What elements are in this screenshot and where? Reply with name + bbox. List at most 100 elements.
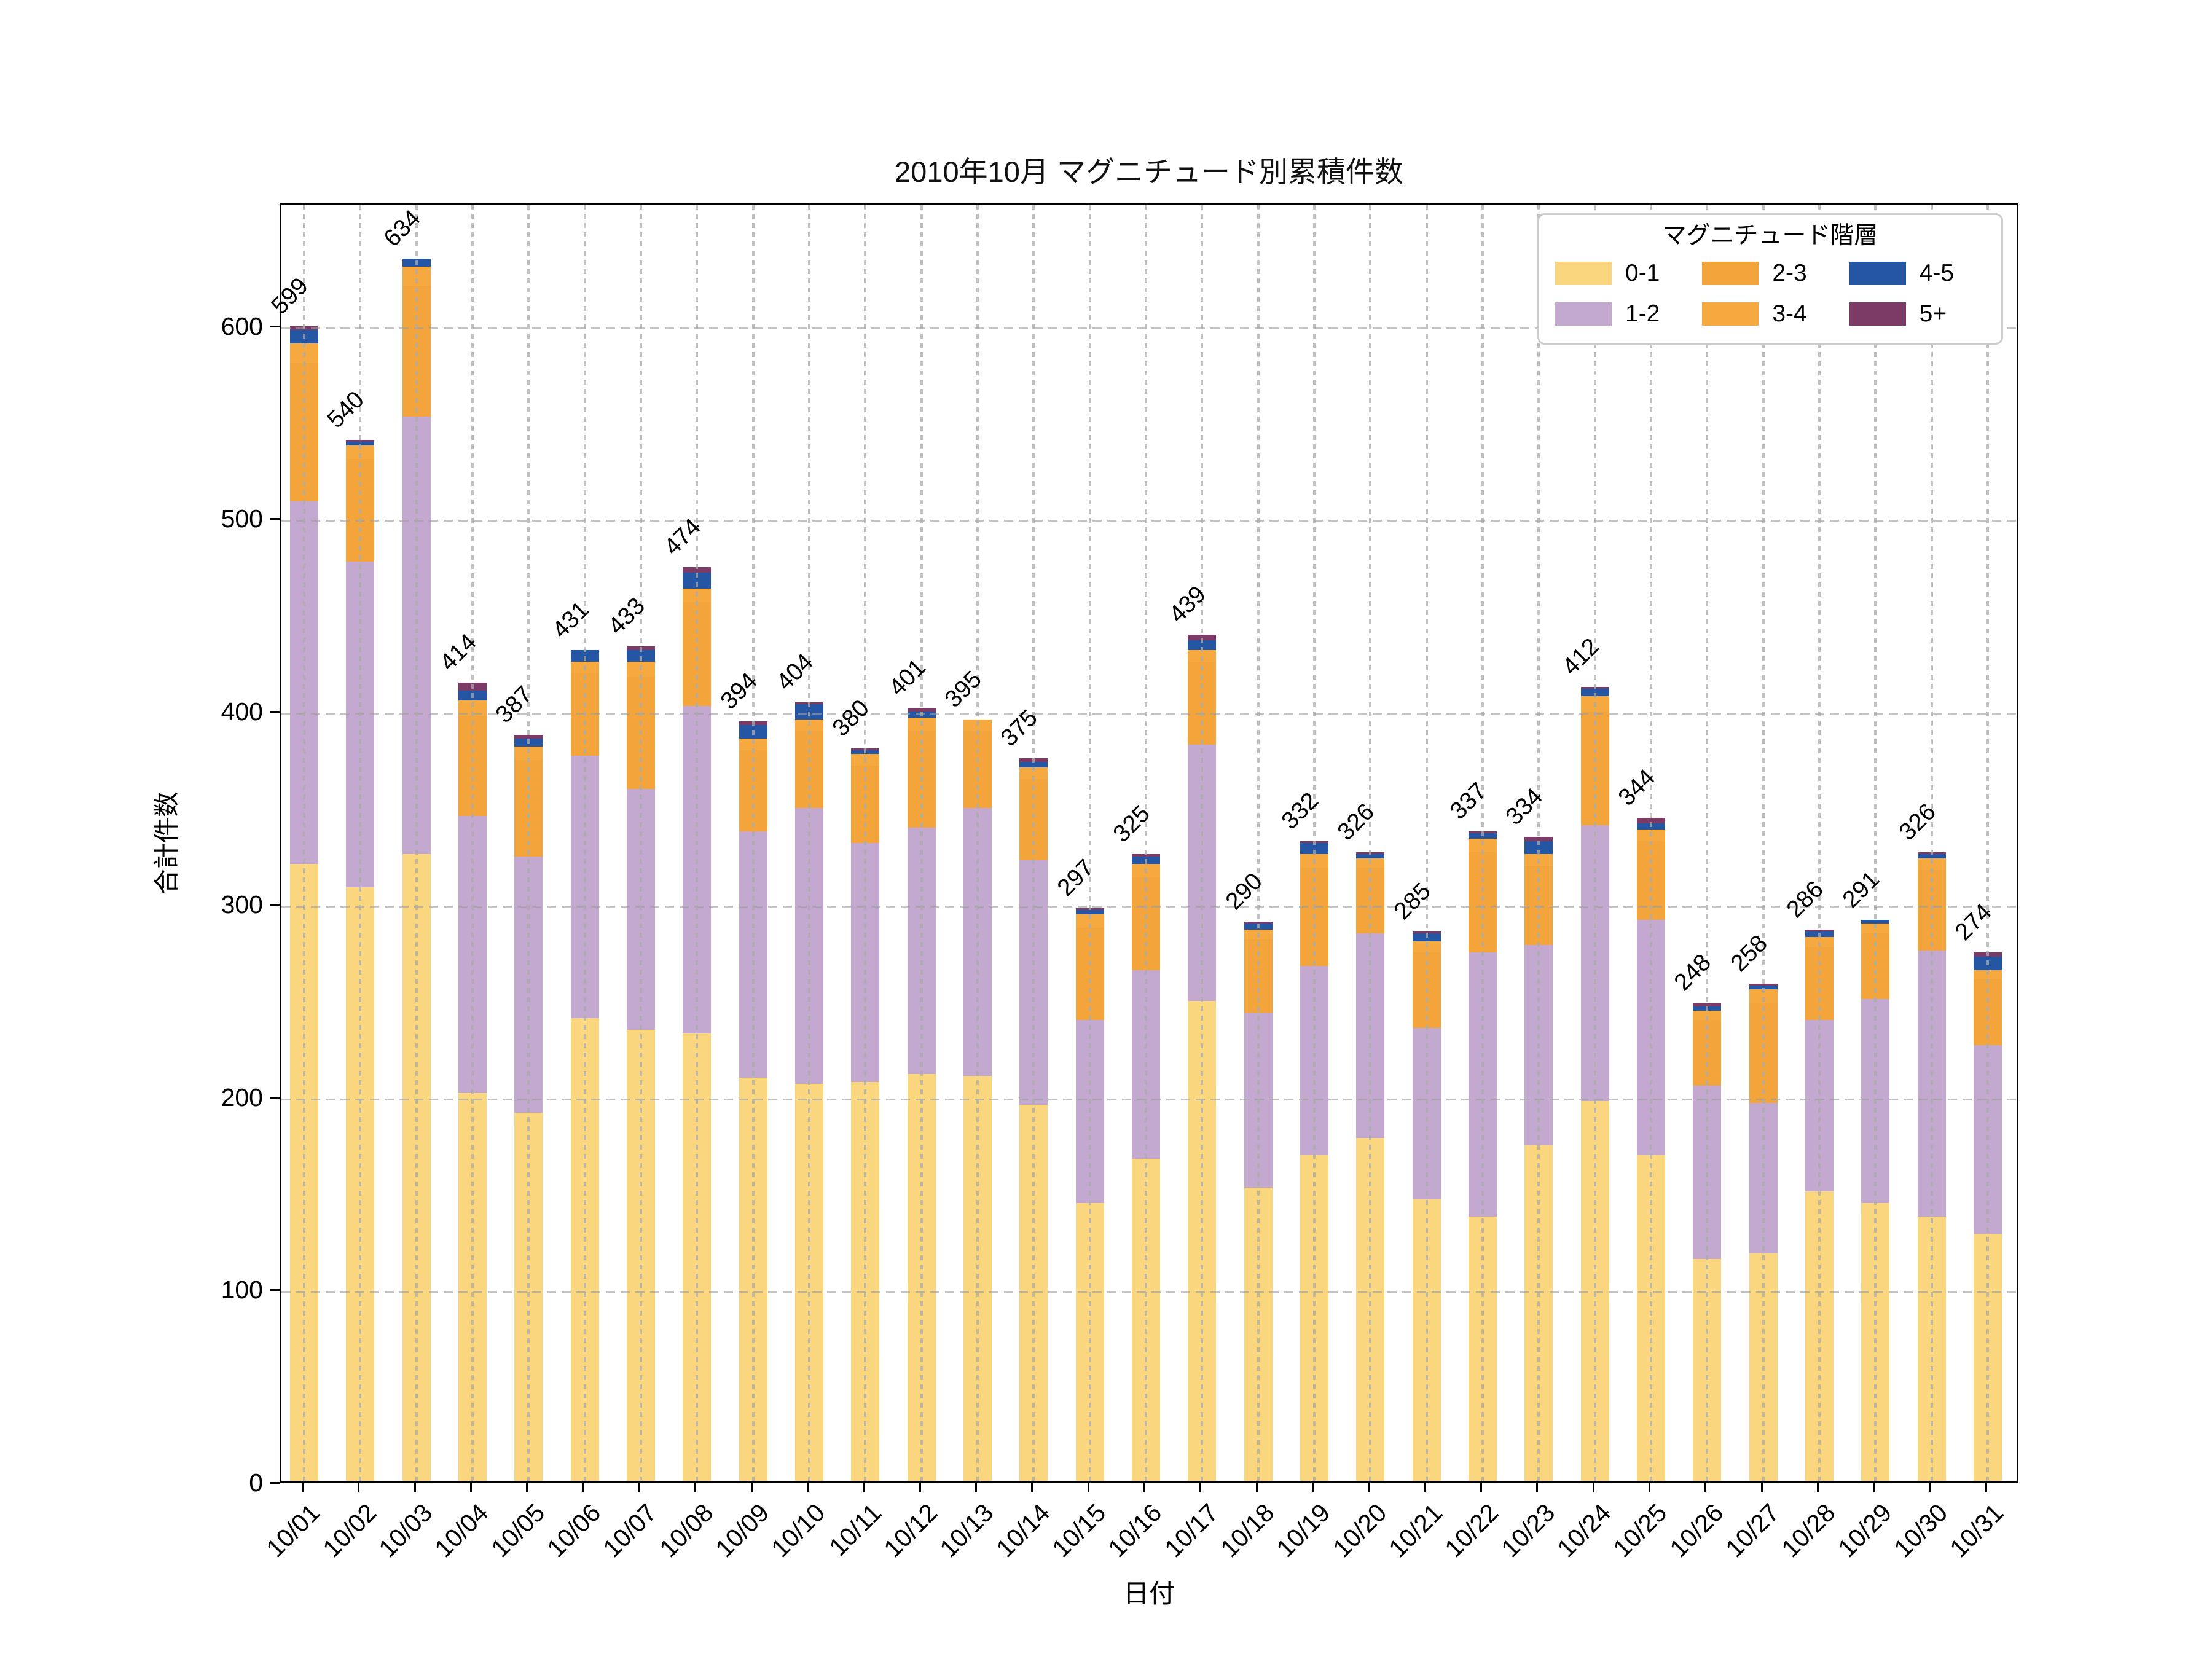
v-gridline [976,205,979,1484]
y-tick-label: 100 [221,1276,263,1304]
legend-swatch-0-1 [1555,262,1612,285]
legend-item: 4-5 [1849,253,1985,294]
x-axis-tick [414,1483,416,1492]
x-tick-label: 10/15 [1046,1498,1112,1563]
v-gridline [1818,205,1821,1484]
v-gridline [1201,205,1204,1484]
v-gridline [1369,205,1372,1484]
v-gridline [1537,205,1540,1484]
v-gridline [1762,205,1765,1484]
x-tick-label: 10/18 [1215,1498,1280,1563]
v-gridline [1706,205,1709,1484]
x-axis-label: 日付 [1123,1579,1175,1608]
v-gridline [751,205,755,1484]
x-tick-label: 10/05 [485,1498,551,1563]
y-axis-label: 合計件数 [152,791,181,895]
x-axis-tick [1873,1483,1875,1492]
x-tick-label: 10/26 [1664,1498,1729,1563]
v-gridline [808,205,810,1484]
v-gridline [1986,205,1989,1484]
x-tick-label: 10/09 [710,1498,775,1563]
y-axis-tick [270,518,280,520]
x-tick-label: 10/19 [1271,1498,1336,1563]
x-axis-tick [1985,1483,1987,1492]
h-gridline [281,905,2020,908]
x-tick-label: 10/11 [823,1498,887,1562]
legend: マグニチュード階層 0-1 1-2 2-3 3-4 4-5 5+ [1537,213,2003,345]
x-tick-label: 10/29 [1832,1498,1897,1563]
y-axis-tick [270,711,280,713]
v-gridline [1425,205,1428,1484]
legend-label: 0-1 [1625,260,1660,286]
legend-label: 4-5 [1919,260,1955,286]
x-tick-label: 10/25 [1607,1498,1673,1563]
h-gridline [281,1291,2020,1293]
x-axis-tick [1817,1483,1819,1492]
x-axis-tick [1199,1483,1202,1492]
x-tick-label: 10/21 [1383,1498,1448,1563]
y-tick-label: 0 [249,1469,263,1497]
x-axis-tick [750,1483,753,1492]
v-gridline [1930,205,1933,1484]
legend-item: 3-4 [1702,294,1838,334]
legend-swatch-5+ [1849,302,1906,326]
v-gridline [527,205,530,1484]
x-axis-tick [358,1483,360,1492]
v-gridline [1032,205,1035,1484]
y-axis-tick [270,903,280,906]
x-axis-tick [919,1483,921,1492]
x-tick-label: 10/03 [373,1498,438,1563]
x-axis-tick [1536,1483,1539,1492]
v-gridline [1257,205,1260,1484]
v-gridline [920,205,923,1484]
x-tick-label: 10/04 [429,1498,494,1563]
y-axis-tick [270,1096,280,1099]
x-tick-label: 10/23 [1496,1498,1561,1563]
chart-title: 2010年10月 マグニチュード別累積件数 [895,155,1403,188]
x-tick-label: 10/07 [597,1498,662,1563]
x-axis-tick [694,1483,697,1492]
x-axis-tick [1143,1483,1145,1492]
v-gridline [640,205,642,1484]
x-tick-label: 10/24 [1551,1498,1617,1563]
y-tick-label: 300 [221,890,263,919]
legend-label: 2-3 [1772,260,1807,286]
v-gridline [1145,205,1147,1484]
x-axis-tick [1704,1483,1707,1492]
v-gridline [1481,205,1484,1484]
x-tick-label: 10/17 [1159,1498,1224,1563]
x-axis-tick [1592,1483,1594,1492]
x-axis-tick [1312,1483,1314,1492]
y-axis-tick [270,1482,280,1484]
h-gridline [281,1098,2020,1100]
x-axis-tick [582,1483,584,1492]
v-gridline [864,205,867,1484]
x-tick-label: 10/28 [1776,1498,1841,1563]
x-axis-tick [1031,1483,1033,1492]
legend-title: マグニチュード階層 [1662,222,1878,249]
v-gridline [415,205,418,1484]
legend-item: 0-1 [1555,253,1691,294]
x-tick-label: 10/31 [1944,1498,2009,1563]
v-gridline [696,205,699,1484]
x-axis-tick [1368,1483,1370,1492]
legend-item: 2-3 [1702,253,1838,294]
x-axis-tick [638,1483,640,1492]
x-axis-tick [807,1483,809,1492]
x-axis-tick [1087,1483,1089,1492]
x-axis-tick [302,1483,304,1492]
h-gridline [281,713,2020,715]
x-axis-tick [1760,1483,1763,1492]
v-gridline [1874,205,1877,1484]
v-gridline [1088,205,1091,1484]
legend-grid: 0-1 1-2 2-3 3-4 4-5 5+ [1539,249,2001,343]
v-gridline [583,205,586,1484]
x-tick-label: 10/10 [766,1498,831,1563]
x-axis-tick [1649,1483,1650,1492]
x-axis-tick [526,1483,528,1492]
legend-swatch-1-2 [1555,302,1612,326]
x-tick-label: 10/01 [261,1498,326,1563]
h-gridline [281,327,2020,329]
x-tick-label: 10/16 [1102,1498,1167,1563]
